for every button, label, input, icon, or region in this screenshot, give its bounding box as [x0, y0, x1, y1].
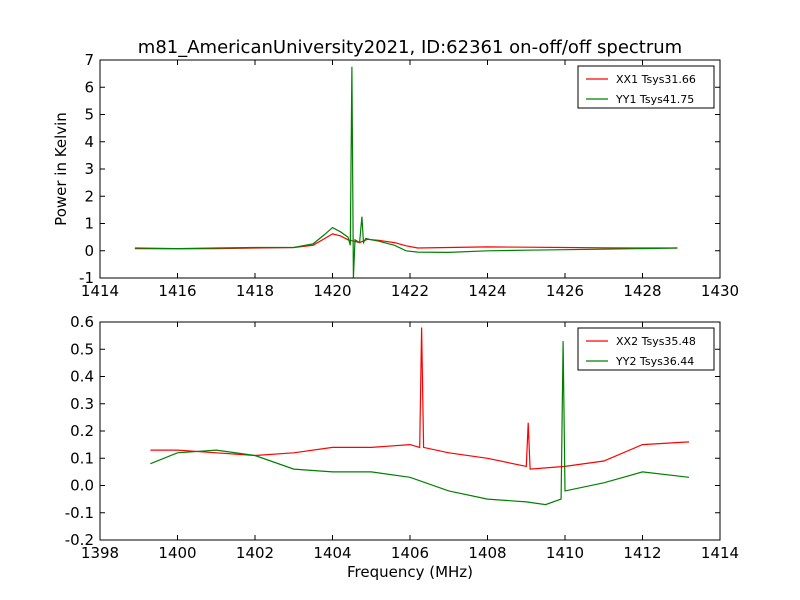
bottom-series-line-1 — [150, 327, 690, 470]
bottom-legend-box — [577, 327, 715, 371]
top-x-tick-label: 1428 — [623, 282, 661, 300]
figure-title: m81_AmericanUniversity2021, ID:62361 on-… — [138, 37, 682, 58]
top-y-tick-label: 0 — [84, 242, 94, 260]
top-y-axis-label: Power in Kelvin — [52, 112, 70, 226]
bottom-y-tick-label: 0.4 — [70, 368, 94, 386]
top-y-tick-label: 1 — [84, 215, 94, 233]
top-y-tick-label: 7 — [84, 51, 94, 69]
top-legend-label-1: XX1 Tsys31.66 — [616, 73, 696, 86]
top-x-tick-label: 1418 — [236, 282, 274, 300]
top-legend-label-2: YY1 Tsys41.75 — [615, 93, 694, 106]
bottom-y-tick-label: -0.1 — [65, 504, 94, 522]
bottom-legend-label-2: YY2 Tsys36.44 — [615, 355, 694, 368]
bottom-x-tick-label: 1408 — [468, 544, 506, 562]
top-series-line-2 — [134, 66, 678, 278]
bottom-x-tick-label: 1400 — [158, 544, 196, 562]
top-x-tick-label: 1414 — [81, 282, 119, 300]
top-y-tick-label: 5 — [84, 106, 94, 124]
bottom-x-axis-label: Frequency (MHz) — [347, 563, 473, 581]
bottom-x-tick-label: 1398 — [81, 544, 119, 562]
top-x-tick-label: 1422 — [391, 282, 429, 300]
bottom-y-tick-label: 0.2 — [70, 422, 94, 440]
top-panel: 1414 1416 1418 1420 1422 1424 1426 1428 1430-101… — [52, 51, 739, 300]
bottom-x-tick-label: 1406 — [391, 544, 429, 562]
bottom-x-tick-label: 1412 — [623, 544, 661, 562]
top-x-tick-label: 1426 — [546, 282, 584, 300]
top-y-tick-label: 4 — [84, 133, 94, 151]
bottom-series-line-2 — [150, 341, 690, 506]
bottom-x-tick-label: 1404 — [313, 544, 351, 562]
bottom-y-tick-label: 0.0 — [70, 477, 94, 495]
top-y-tick-label: 3 — [84, 160, 94, 178]
top-legend-box — [577, 65, 715, 109]
bottom-panel: 1398 1400 1402 1404 1406 1408 1410 1412 1414 -0.2… — [65, 313, 739, 581]
top-x-tick-label: 1416 — [158, 282, 196, 300]
bottom-y-tick-label: 0.3 — [70, 395, 94, 413]
top-y-tick-label: 2 — [84, 187, 94, 205]
top-y-tick-label: 6 — [84, 78, 94, 96]
top-x-tick-label: 1424 — [468, 282, 506, 300]
bottom-y-tick-label: 0.1 — [70, 449, 94, 467]
bottom-x-tick-label: 1414 — [701, 544, 739, 562]
bottom-x-tick-label: 1410 — [546, 544, 584, 562]
bottom-y-tick-label: 0.6 — [70, 313, 94, 331]
bottom-x-tick-label: 1402 — [236, 544, 274, 562]
top-y-tick-label: -1 — [79, 269, 94, 287]
top-x-tick-label: 1430 — [701, 282, 739, 300]
bottom-y-tick-label: 0.5 — [70, 340, 94, 358]
bottom-y-tick-label: -0.2 — [65, 531, 94, 549]
bottom-legend-label-1: XX2 Tsys35.48 — [616, 335, 696, 348]
top-x-tick-label: 1420 — [313, 282, 351, 300]
